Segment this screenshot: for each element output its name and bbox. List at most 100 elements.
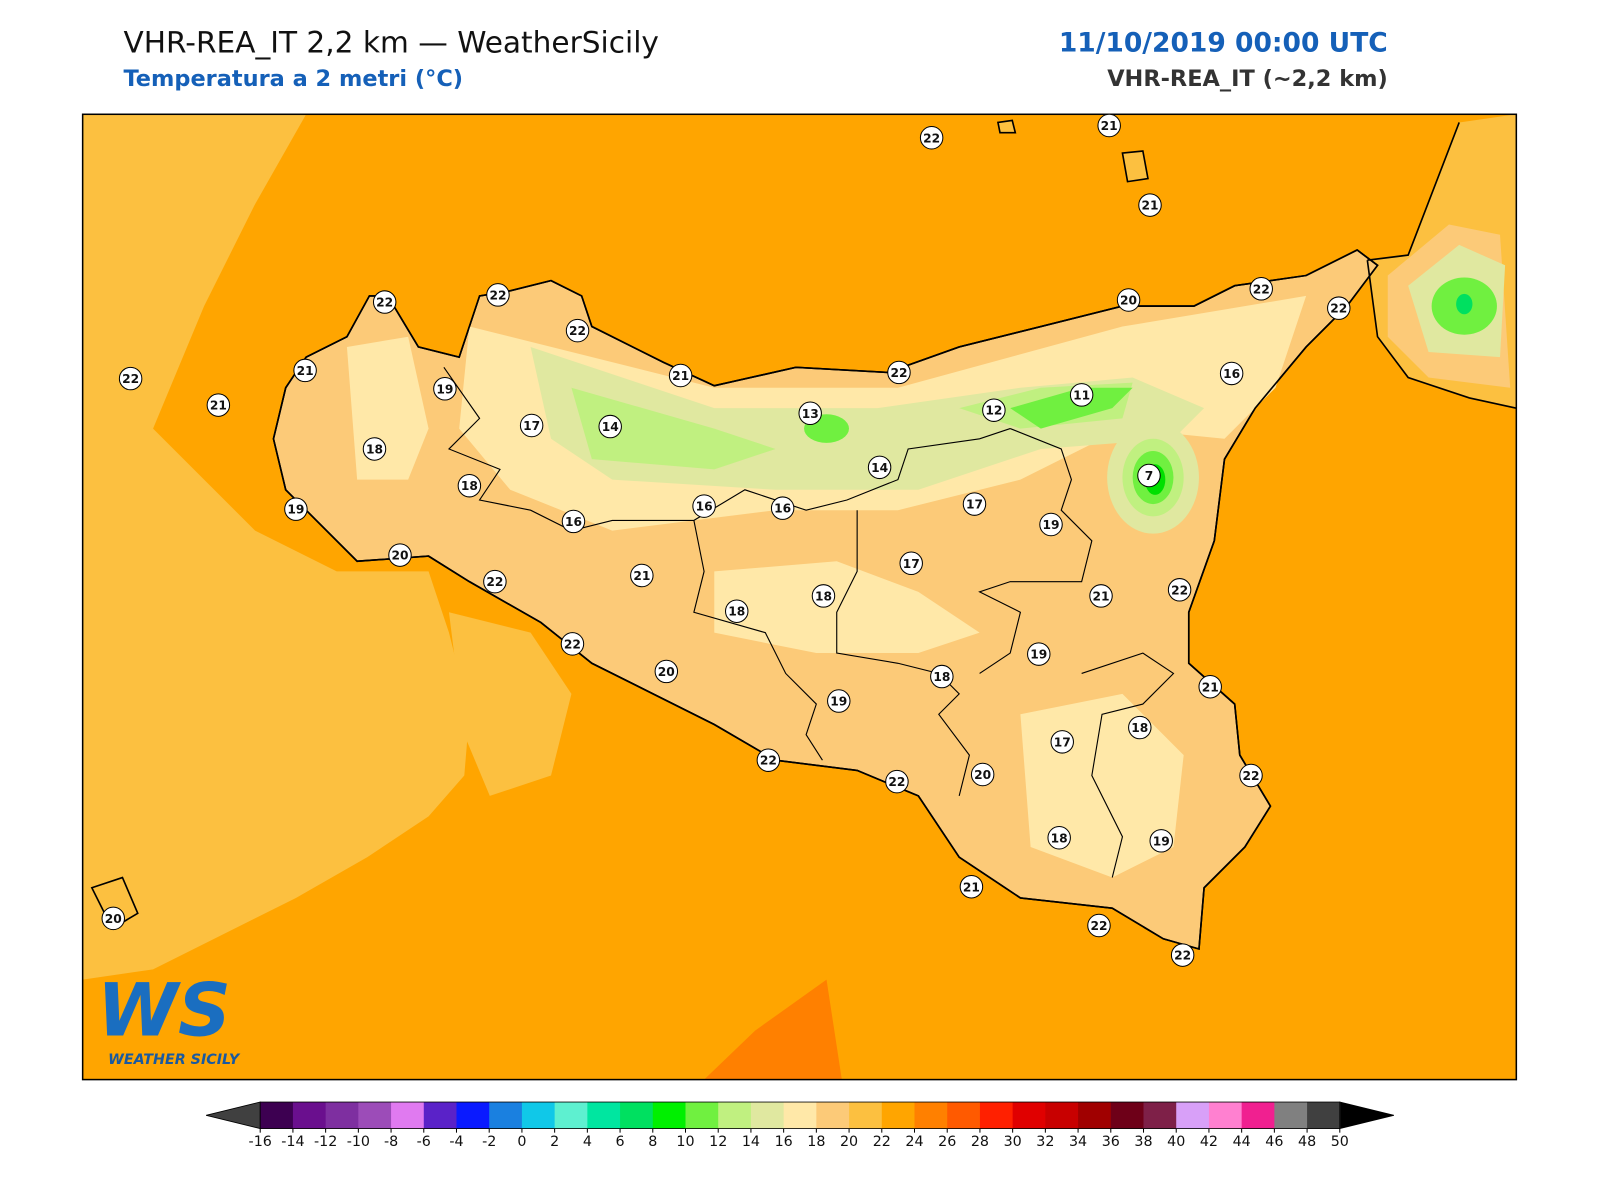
colorbar-tick-label: -8: [384, 1134, 398, 1150]
station-value: 22: [1090, 919, 1107, 933]
station-value: 14: [602, 420, 619, 434]
logo: WS WEATHER SICILY: [97, 968, 241, 1068]
station-value: 17: [523, 419, 540, 433]
colorbar-bin: [1012, 1102, 1046, 1129]
station-marker: [930, 664, 954, 689]
station-marker: [1219, 361, 1244, 386]
station-value: 21: [963, 880, 980, 894]
station-marker: [1149, 829, 1173, 853]
colorbar-bin: [1110, 1102, 1145, 1129]
station-marker: [867, 455, 892, 480]
station-value: 20: [658, 665, 675, 679]
temperature-field: [82, 114, 1517, 1080]
station-marker: [1128, 715, 1152, 740]
colorbar-bin: [979, 1102, 1014, 1129]
station-marker: [692, 494, 716, 518]
colorbar-tick-label: 2: [550, 1134, 559, 1150]
station-marker: [970, 762, 995, 787]
station-value: 20: [1120, 294, 1137, 308]
station-marker: [1097, 113, 1121, 138]
colorbar-bin: [1143, 1102, 1177, 1129]
station-value: 18: [728, 605, 745, 619]
colorbar-tick-label: -2: [482, 1134, 496, 1150]
colorbar-frame: [259, 1101, 1341, 1129]
station-marker: [1137, 463, 1161, 488]
station-marker: [725, 599, 749, 623]
station-value: 16: [774, 502, 791, 516]
colorbar-tick-label: 40: [1167, 1134, 1185, 1150]
colorbar-under: [206, 1101, 261, 1130]
station-marker: [654, 659, 679, 684]
station-marker: [1239, 763, 1263, 788]
subtitle: Temperatura a 2 metri (°C): [123, 66, 463, 92]
station-marker: [388, 543, 412, 567]
colorbar-tick-label: -14: [281, 1134, 304, 1150]
station-value: 22: [1330, 302, 1347, 316]
station-value: 21: [633, 569, 650, 583]
station-marker: [561, 509, 586, 534]
colorbar-bin: [587, 1102, 621, 1129]
logo-mark: WS: [97, 968, 231, 1053]
colorbar-bin: [554, 1102, 588, 1129]
station-value: 22: [1243, 769, 1260, 783]
station-marker: [101, 906, 125, 931]
station-marker: [598, 414, 622, 439]
station-value: 19: [287, 503, 304, 517]
station-marker: [1039, 512, 1063, 537]
station-value: 22: [564, 637, 581, 651]
colorbar-bin: [1045, 1102, 1079, 1129]
station-marker: [372, 290, 397, 314]
station-value: 18: [461, 479, 478, 493]
colorbar-tick-label: 32: [1036, 1134, 1054, 1150]
colorbar-tick-label: 0: [517, 1134, 526, 1150]
station-value: 22: [923, 131, 940, 145]
colorbar-tick-label: 44: [1233, 1134, 1251, 1150]
map-frame: [81, 113, 1518, 1081]
colorbar-bin: [260, 1102, 294, 1129]
colorbar-bin: [947, 1102, 981, 1129]
colorbar-bin: [358, 1102, 392, 1129]
station-marker: [756, 748, 781, 772]
colorbar-tick-label: -12: [314, 1134, 337, 1150]
station-marker: [118, 366, 143, 391]
station-marker: [433, 377, 457, 401]
title: VHR-REA_IT 2,2 km — WeatherSicily: [123, 25, 658, 59]
station-value: 22: [569, 324, 586, 338]
colorbar-bin: [914, 1102, 948, 1129]
colorbar-tick-label: 16: [775, 1134, 793, 1150]
station-value: 16: [565, 515, 582, 529]
station-value: 19: [436, 382, 453, 396]
colorbar-bin: [816, 1102, 850, 1129]
colorbar-bin: [750, 1102, 785, 1129]
station-value: 22: [1253, 282, 1270, 296]
station-value: 22: [760, 754, 777, 768]
station-value: 20: [974, 768, 991, 782]
colorbar-tick-label: 42: [1200, 1134, 1218, 1150]
station-value: 21: [1141, 199, 1158, 213]
colorbar-bin: [783, 1102, 817, 1129]
colorbar-bin: [1274, 1102, 1308, 1129]
station-value: 22: [1171, 583, 1188, 597]
station-value: 7: [1145, 469, 1154, 483]
station-marker: [982, 398, 1006, 422]
station-value: 19: [1043, 518, 1060, 532]
station-marker: [959, 875, 984, 899]
station-value: 22: [376, 296, 393, 310]
station-marker: [284, 497, 308, 521]
station-marker: [486, 283, 510, 307]
station-value: 12: [985, 404, 1002, 418]
station-marker: [1047, 826, 1071, 850]
colorbar-bin: [1208, 1102, 1243, 1129]
station-marker: [457, 473, 482, 498]
station-value: 21: [297, 364, 314, 378]
colorbar-bin: [489, 1102, 523, 1129]
colorbar-tick-label: -4: [449, 1134, 463, 1150]
colorbar-tick-label: 8: [648, 1134, 657, 1150]
station-value: 22: [489, 288, 506, 302]
colorbar-tick-label: -6: [417, 1134, 431, 1150]
station-value: 22: [888, 775, 905, 789]
station-value: 21: [1101, 119, 1118, 133]
colorbar-tick-label: 6: [616, 1134, 625, 1150]
station-marker: [899, 551, 923, 575]
